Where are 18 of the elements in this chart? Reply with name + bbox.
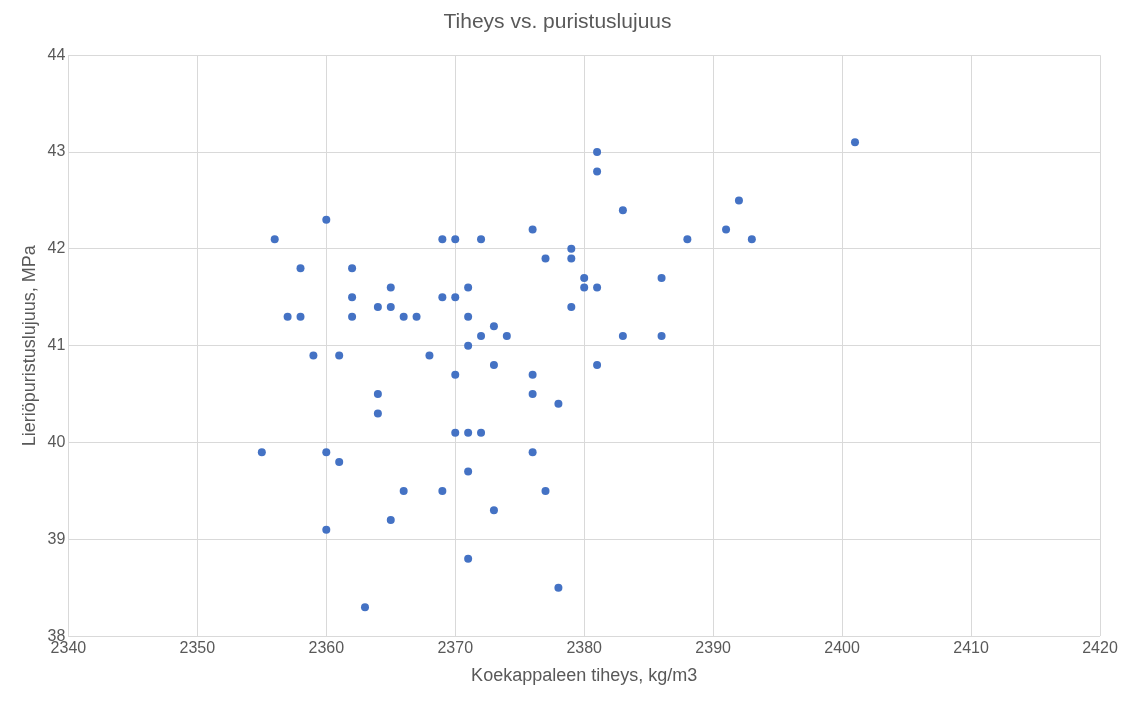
chart-title: Tiheys vs. puristuslujuus — [443, 9, 672, 33]
x-tick-label: 2400 — [824, 639, 860, 657]
x-tick-label: 2380 — [566, 639, 603, 657]
x-tick-label: 2410 — [953, 639, 989, 657]
y-tick-label: 39 — [47, 529, 66, 547]
x-tick-label: 2370 — [437, 639, 474, 657]
y-axis-title: Lieriöpuristuslujuus, MPa — [18, 244, 39, 447]
y-tick-label: 41 — [47, 336, 66, 354]
y-tick-label: 43 — [47, 142, 66, 160]
x-axis-title: Koekappaleen tiheys, kg/m3 — [471, 665, 698, 686]
y-tick-label: 44 — [47, 45, 66, 63]
y-tick-label: 42 — [47, 239, 66, 257]
x-tick-label: 2360 — [308, 639, 345, 657]
y-tick-label: 40 — [47, 432, 66, 450]
x-tick-label: 2340 — [50, 639, 87, 657]
x-tick-label: 2350 — [179, 639, 216, 657]
x-tick-label: 2390 — [695, 639, 732, 657]
x-tick-label: 2420 — [1082, 639, 1118, 657]
